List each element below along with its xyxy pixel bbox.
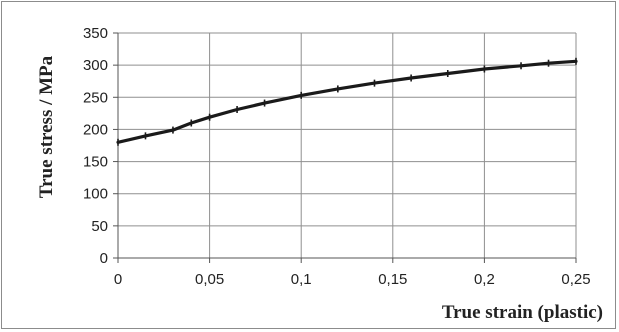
x-axis-title: True strain (plastic): [442, 302, 603, 323]
y-tick-label: 250: [83, 89, 108, 106]
y-tick-label: 100: [83, 186, 108, 203]
x-tick-label: 0,25: [561, 271, 590, 288]
x-tick-label: 0: [114, 271, 122, 288]
y-tick-label: 150: [83, 154, 108, 171]
x-tick-label: 0,2: [474, 271, 495, 288]
y-axis-title: True stress / MPa: [36, 55, 57, 198]
x-tick-labels: 0 0,05 0,1 0,15 0,2 0,25: [114, 271, 591, 288]
y-tick-label: 350: [83, 25, 108, 42]
y-tick-label: 200: [83, 121, 108, 138]
data-markers: [117, 57, 577, 146]
y-tick-label: 50: [91, 218, 108, 235]
y-tick-label: 0: [100, 250, 108, 267]
y-tick-label: 300: [83, 57, 108, 74]
series-line: [116, 59, 578, 144]
y-tick-labels: 0 50 100 150 200 250 300 350: [83, 25, 108, 267]
x-tick-label: 0,05: [195, 271, 224, 288]
x-tick-label: 0,15: [378, 271, 407, 288]
x-tick-label: 0,1: [291, 271, 312, 288]
